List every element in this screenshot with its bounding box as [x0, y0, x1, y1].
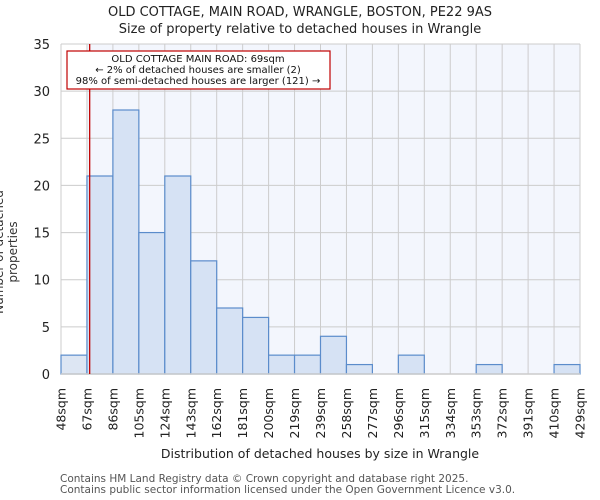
x-tick-label: 296sqm [391, 388, 406, 438]
histogram-bar [242, 316, 270, 375]
histogram-bar [475, 363, 503, 375]
y-tick-label: 35 [33, 38, 50, 53]
x-tick-label: 124sqm [157, 388, 172, 438]
x-tick-label: 86sqm [105, 388, 120, 431]
histogram-bar [268, 354, 296, 375]
footer-line-1: Contains HM Land Registry data © Crown c… [60, 473, 469, 485]
histogram-bar [112, 109, 140, 375]
x-tick-label: 200sqm [261, 388, 276, 438]
chart-subtitle: Size of property relative to detached ho… [118, 22, 482, 37]
x-axis-label: Distribution of detached houses by size … [160, 446, 480, 461]
x-tick-label: 48sqm [54, 388, 69, 431]
annotation-line-2: ← 2% of detached houses are smaller (2) [95, 65, 301, 76]
x-tick-label: 372sqm [495, 388, 510, 438]
y-tick-label: 15 [33, 227, 50, 242]
x-tick-label: 315sqm [417, 388, 432, 438]
x-tick-label: 162sqm [209, 388, 224, 438]
histogram-bar [319, 335, 348, 375]
y-tick-label: 0 [42, 368, 50, 383]
footer-line-2: Contains public sector information licen… [60, 484, 516, 496]
histogram-bar [86, 175, 114, 375]
x-tick-label: 391sqm [521, 388, 536, 438]
y-tick-label: 5 [42, 321, 50, 336]
annotation-line-3: 98% of semi-detached houses are larger (… [76, 76, 321, 87]
histogram-bar [60, 354, 88, 375]
y-tick-label: 25 [33, 132, 50, 147]
x-tick-label: 239sqm [313, 388, 328, 438]
x-tick-label: 105sqm [131, 388, 146, 438]
x-tick-label: 219sqm [287, 388, 302, 438]
x-tick-label: 353sqm [469, 388, 484, 438]
x-tick-label: 143sqm [183, 388, 198, 438]
x-tick-label: 258sqm [339, 388, 354, 438]
annotation-box [66, 50, 331, 90]
histogram-bar [164, 175, 192, 375]
annotation-line-1: OLD COTTAGE MAIN ROAD: 69sqm [111, 54, 284, 65]
histogram-bar [138, 231, 166, 375]
x-tick-label: 67sqm [79, 388, 94, 431]
chart-title: OLD COTTAGE, MAIN ROAD, WRANGLE, BOSTON,… [107, 5, 493, 20]
y-tick-label: 10 [33, 274, 50, 289]
x-tick-label: 429sqm [573, 388, 588, 438]
y-axis-label: Number of detached properties [0, 190, 20, 314]
histogram-bar [345, 363, 374, 375]
histogram-bar [190, 260, 218, 375]
y-tick-label: 20 [33, 179, 50, 194]
x-tick-label: 277sqm [365, 388, 380, 438]
footer-attribution: Contains HM Land Registry data © Crown c… [60, 474, 515, 496]
y-tick-label: 30 [33, 85, 50, 100]
x-tick-label: 410sqm [547, 388, 562, 438]
histogram-bar [216, 307, 244, 375]
histogram-bar [397, 354, 425, 375]
x-tick-label: 181sqm [235, 388, 250, 438]
histogram-bar [293, 354, 322, 375]
histogram-bar [553, 363, 581, 375]
x-tick-label: 334sqm [443, 388, 458, 438]
